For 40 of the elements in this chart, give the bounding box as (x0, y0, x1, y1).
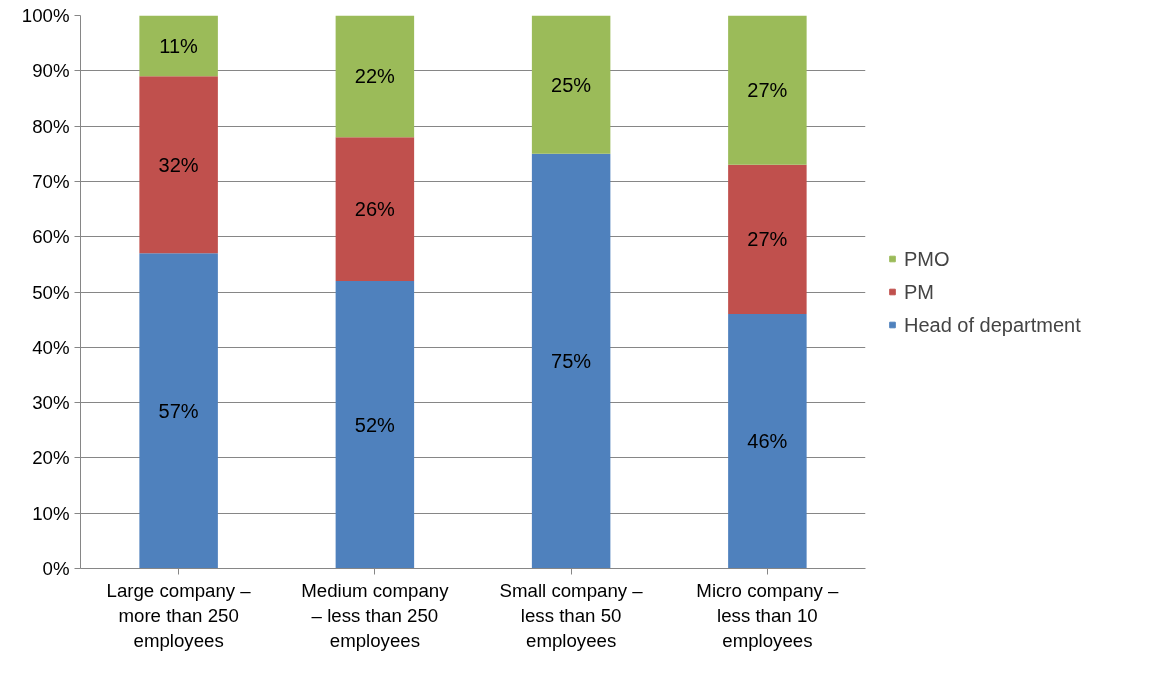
legend-label: Head of department (904, 313, 1081, 336)
data-label: 11% (159, 34, 199, 57)
y-tick-label: 60% (32, 226, 70, 248)
y-tick-label: 40% (32, 336, 70, 358)
bar (139, 253, 218, 569)
bar (139, 76, 218, 254)
y-tick-label: 90% (32, 60, 70, 82)
y-tick-label: 30% (32, 392, 70, 414)
bar (728, 164, 807, 315)
data-label: 22% (354, 65, 396, 88)
bar (335, 137, 415, 281)
data-label: 32% (158, 153, 199, 176)
bar (531, 153, 611, 569)
data-label: 27% (747, 79, 788, 102)
y-tick-label: 20% (32, 447, 70, 469)
data-label: 46% (747, 430, 788, 453)
bar (728, 15, 807, 165)
legend-label: PM (904, 280, 934, 303)
y-tick-label: 0% (42, 558, 70, 579)
x-tick-label: Small company – less than 50 employees (499, 579, 644, 651)
y-tick-label: 50% (32, 281, 70, 303)
data-label: 75% (551, 350, 592, 373)
bar (335, 280, 415, 569)
x-tick-label: Large company – more than 250 employees (106, 579, 252, 651)
data-label: 26% (354, 198, 396, 221)
legend-label: PMO (904, 247, 950, 270)
data-label: 52% (354, 413, 396, 436)
y-tick-label: 70% (32, 170, 70, 192)
data-label: 25% (551, 73, 592, 96)
y-tick-label: 10% (32, 502, 70, 524)
y-tick-label: 80% (32, 115, 70, 137)
data-label: 27% (747, 228, 788, 251)
x-tick-label: Medium company – less than 250 employees (301, 579, 450, 651)
bar (531, 15, 611, 154)
bar (335, 15, 415, 138)
y-tick-label: 100% (21, 5, 70, 26)
bar (728, 314, 807, 569)
data-label: 57% (158, 399, 199, 422)
bar (139, 15, 218, 77)
x-tick-label: Micro company – less than 10 employees (696, 579, 840, 651)
